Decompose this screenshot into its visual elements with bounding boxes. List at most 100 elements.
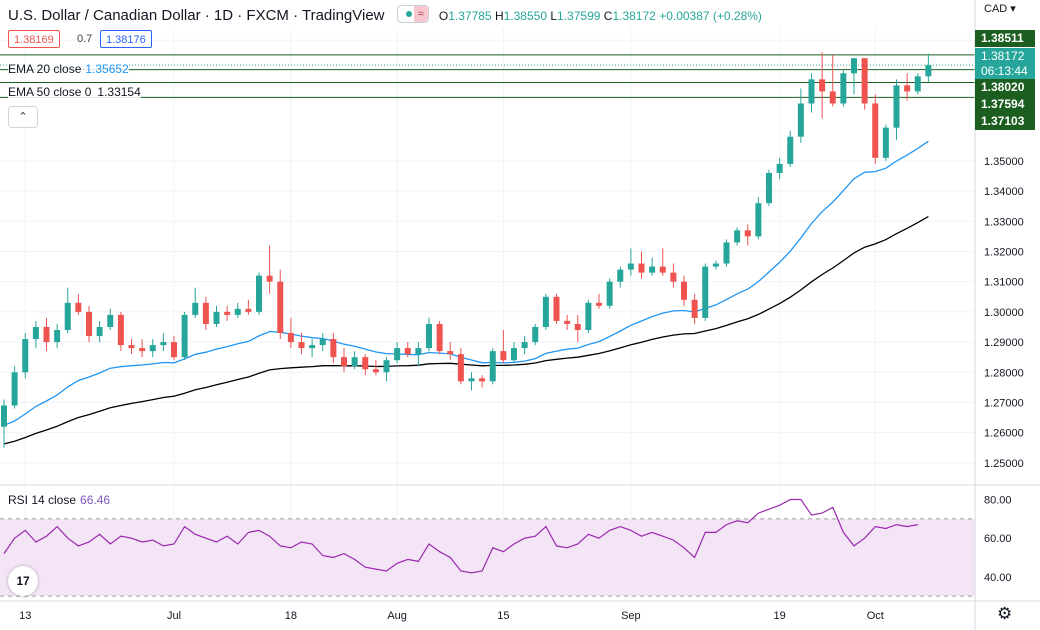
candle	[75, 293, 82, 315]
candle-body	[776, 163, 783, 173]
candle	[468, 372, 475, 391]
y-tick-label: 1.34000	[984, 186, 1024, 198]
ema50-legend[interactable]: EMA 50 close 0 1.33154	[8, 85, 141, 99]
candle-body	[383, 360, 390, 373]
rsi-series	[3, 498, 918, 574]
chevron-down-icon: ▾	[1010, 3, 1016, 15]
x-tick-label: 18	[285, 610, 297, 622]
candle-body	[627, 263, 634, 270]
candle	[245, 299, 252, 315]
candle-body	[202, 302, 209, 324]
chart-header: U.S. Dollar / Canadian Dollar · 1D · FXC…	[8, 5, 762, 24]
currency-selector[interactable]: CAD ▾	[984, 2, 1016, 15]
candle	[287, 317, 294, 349]
candle	[574, 314, 581, 343]
candle	[670, 263, 677, 288]
candle-body	[596, 302, 602, 306]
candle-body	[181, 314, 188, 358]
ema50-line	[3, 216, 929, 445]
candle-body	[447, 351, 454, 355]
candle-body	[712, 263, 719, 267]
candle-body	[341, 357, 347, 367]
candle-body	[553, 296, 560, 321]
candle	[1, 399, 7, 448]
candle	[776, 157, 783, 179]
candle	[309, 339, 316, 358]
candle	[521, 336, 528, 355]
candle-body	[521, 342, 528, 349]
ohlc-low: 1.37599	[557, 9, 601, 23]
candle	[542, 293, 549, 330]
gear-icon[interactable]: ⚙	[997, 604, 1013, 623]
ohlc-close-prefix: C	[603, 9, 613, 23]
x-tick-label: Oct	[867, 610, 884, 622]
candle	[627, 248, 634, 276]
candle	[341, 348, 347, 373]
candle	[351, 351, 358, 370]
bid-price-button[interactable]: 1.38169	[8, 30, 60, 48]
collapse-legend-button[interactable]: ⌃	[8, 106, 38, 128]
x-tick-label: Sep	[621, 610, 641, 622]
candle-body	[330, 339, 337, 358]
candle	[415, 342, 422, 367]
candle-body	[787, 136, 794, 164]
candle	[585, 299, 592, 334]
candle	[181, 311, 188, 361]
candle-body	[744, 230, 751, 237]
candle	[426, 317, 432, 352]
candle	[43, 317, 50, 352]
ema20-label: EMA 20 close	[8, 62, 82, 76]
candle	[266, 245, 273, 294]
y-tick-label: 1.25000	[984, 458, 1024, 470]
candle	[564, 314, 571, 330]
candle-body	[245, 308, 252, 312]
candle-body	[394, 348, 401, 361]
candle	[457, 348, 464, 385]
candle	[234, 302, 241, 318]
candle	[404, 342, 411, 358]
candle	[511, 342, 517, 364]
spread-value: 0.7	[77, 33, 93, 45]
compare-indicator-icon[interactable]: ≈	[396, 5, 429, 23]
y-tick-label: 1.30000	[984, 307, 1024, 319]
ohlc-high: 1.38550	[503, 9, 548, 23]
candle	[744, 224, 751, 246]
ohlc-close: 1.38172	[612, 9, 656, 23]
candle-body	[1, 405, 7, 427]
candle-body	[213, 311, 220, 324]
candle-body	[11, 372, 18, 406]
ask-price-button[interactable]: 1.38176	[100, 30, 152, 48]
rsi-band	[0, 518, 975, 597]
candle-body	[139, 348, 146, 352]
candle	[681, 275, 687, 306]
candle-body	[128, 345, 135, 349]
candle-body	[766, 172, 772, 204]
ohlc-values: O1.37785 H1.38550 L1.37599 C1.38172 +0.0…	[439, 9, 762, 23]
candle-body	[32, 326, 39, 340]
candle	[712, 260, 719, 270]
symbol-title[interactable]: U.S. Dollar / Canadian Dollar · 1D · FXC…	[8, 7, 385, 24]
ema20-legend[interactable]: EMA 20 close 1.35652	[8, 62, 129, 76]
candle-body	[511, 348, 517, 361]
candle-body	[319, 339, 326, 346]
candle	[617, 266, 624, 288]
candle	[107, 308, 114, 330]
candle	[22, 333, 29, 379]
candle-body	[96, 326, 103, 337]
candle-body	[192, 302, 199, 315]
candle-body	[574, 323, 581, 330]
candle-body	[893, 85, 900, 128]
candle-body	[691, 299, 698, 318]
ema50-label: EMA 50 close 0	[8, 85, 92, 99]
candle-body	[734, 230, 741, 243]
countdown-tag: 06:13:44	[975, 63, 1035, 80]
candle	[86, 305, 92, 343]
rsi-legend[interactable]: RSI 14 close 66.46	[8, 493, 110, 507]
y-tick-label: 1.33000	[984, 216, 1024, 228]
candle	[829, 55, 836, 107]
candle-body	[606, 281, 613, 306]
candle	[11, 366, 18, 409]
last-price-tag: 1.38172	[975, 48, 1035, 65]
tradingview-logo[interactable]: 17	[8, 566, 38, 596]
